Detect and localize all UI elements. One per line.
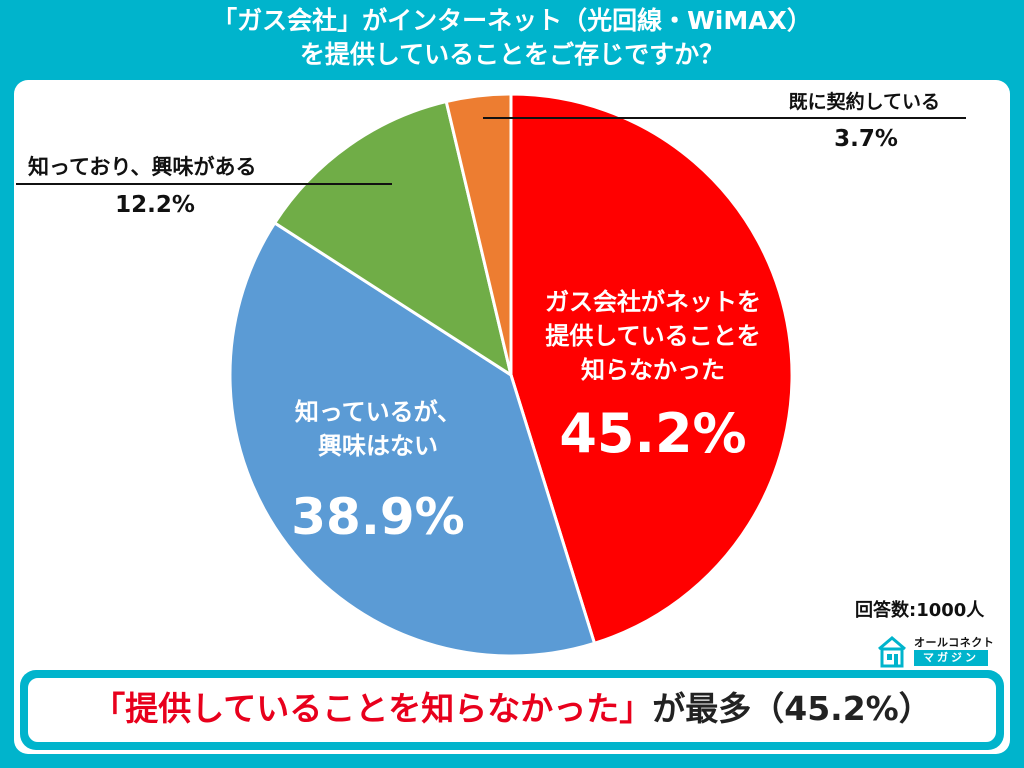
house-icon — [878, 636, 906, 668]
slice-label-0-line-1: 提供していることを — [545, 322, 760, 350]
pie-slice-3 — [444, 92, 513, 376]
chart-title: 「ガス会社」がインターネット（光回線・WiMAX） を提供していることをご存じで… — [0, 4, 1024, 72]
slice-value-3: 3.7% — [834, 126, 898, 152]
slice-label-1-line-0: 知っているが、 — [295, 398, 461, 426]
pie-slice-1 — [228, 220, 597, 658]
footer-highlight: 「提供していることを知らなかった」 — [92, 689, 653, 728]
slice-value-0: 45.2% — [559, 402, 746, 465]
logo-name: オールコネクト — [914, 636, 995, 649]
title-line-2: を提供していることをご存じですか？ — [299, 40, 725, 69]
slice-label-0-line-2: 知らなかった — [581, 356, 725, 384]
slice-value-2: 12.2% — [115, 192, 195, 218]
logo-sub: マガジン — [914, 650, 988, 666]
slice-label-0-line-0: ガス会社がネットを — [545, 288, 761, 316]
slice-label-1-line-1: 興味はない — [318, 432, 438, 460]
slice-value-1: 38.9% — [291, 488, 464, 546]
pie-slice-2 — [272, 99, 514, 379]
slice-label-2: 知っており、興味がある — [28, 155, 256, 179]
footer-banner: 「提供していることを知らなかった」が最多（45.2%） — [24, 674, 1000, 746]
sample-size: 回答数:1000人 — [855, 600, 985, 621]
footer-rest: が最多（45.2%） — [652, 689, 932, 728]
title-line-1: 「ガス会社」がインターネット（光回線・WiMAX） — [212, 6, 812, 35]
brand-logo: オールコネクト マガジン — [876, 632, 996, 672]
slice-label-3: 既に契約している — [789, 90, 940, 113]
